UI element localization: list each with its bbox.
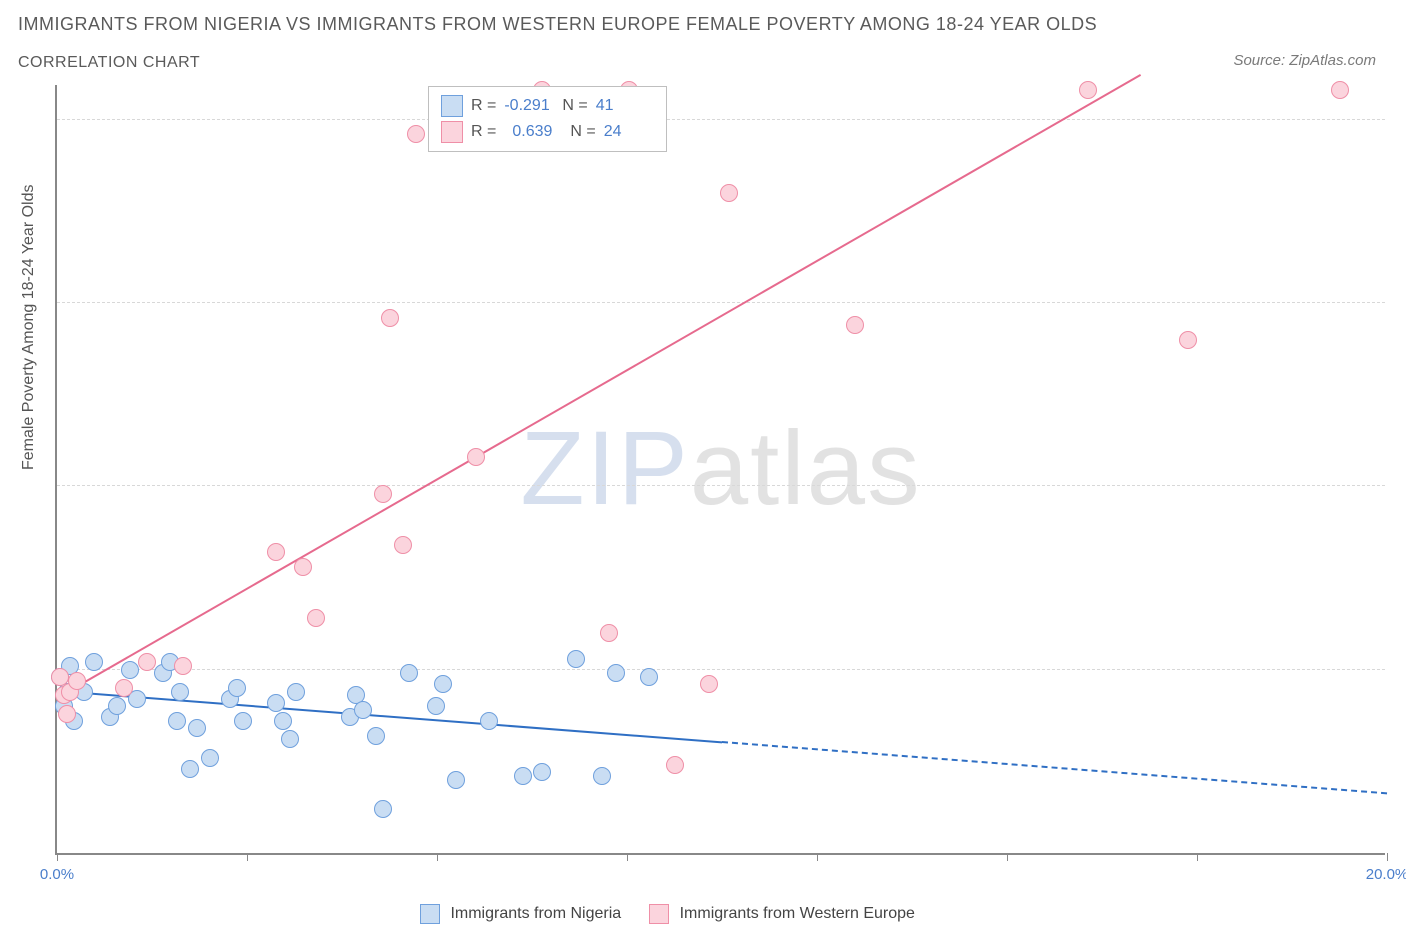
x-tick — [57, 853, 58, 861]
y-tick-label: 100.0% — [1397, 94, 1406, 111]
x-tick-label: 0.0% — [40, 866, 74, 883]
y-tick-label: 75.0% — [1397, 278, 1406, 295]
swatch-nigeria — [441, 95, 463, 117]
data-point-nigeria — [607, 664, 625, 682]
data-point-nigeria — [267, 694, 285, 712]
data-point-weurope — [600, 624, 618, 642]
data-point-weurope — [1079, 81, 1097, 99]
data-point-nigeria — [188, 719, 206, 737]
data-point-weurope — [467, 448, 485, 466]
scatter-plot: ZIPatlas 25.0%50.0%75.0%100.0%0.0%20.0% — [55, 85, 1385, 855]
x-tick — [437, 853, 438, 861]
data-point-nigeria — [400, 664, 418, 682]
y-tick-label: 50.0% — [1397, 461, 1406, 478]
data-point-nigeria — [108, 697, 126, 715]
trend-line-nigeria — [57, 690, 722, 743]
data-point-weurope — [307, 609, 325, 627]
data-point-nigeria — [171, 683, 189, 701]
data-point-weurope — [1331, 81, 1349, 99]
data-point-weurope — [846, 316, 864, 334]
data-point-weurope — [115, 679, 133, 697]
data-point-nigeria — [121, 661, 139, 679]
data-point-weurope — [68, 672, 86, 690]
data-point-weurope — [407, 125, 425, 143]
data-point-weurope — [58, 705, 76, 723]
stats-row: R = 0.639 N = 24 — [441, 119, 654, 145]
data-point-nigeria — [287, 683, 305, 701]
data-point-nigeria — [181, 760, 199, 778]
gridline — [57, 669, 1385, 670]
swatch-weurope — [441, 121, 463, 143]
data-point-nigeria — [85, 653, 103, 671]
data-point-nigeria — [480, 712, 498, 730]
data-point-nigeria — [234, 712, 252, 730]
data-point-weurope — [666, 756, 684, 774]
x-tick — [1387, 853, 1388, 861]
chart-subtitle: CORRELATION CHART — [18, 54, 200, 72]
stats-legend: R = -0.291 N = 41 R = 0.639 N = 24 — [428, 86, 667, 152]
data-point-weurope — [381, 309, 399, 327]
x-tick — [247, 853, 248, 861]
legend-item: Immigrants from Nigeria — [420, 904, 621, 924]
data-point-nigeria — [168, 712, 186, 730]
data-point-weurope — [394, 536, 412, 554]
x-tick-label: 20.0% — [1366, 866, 1406, 883]
chart-title: IMMIGRANTS FROM NIGERIA VS IMMIGRANTS FR… — [18, 14, 1097, 35]
y-axis-label: Female Poverty Among 18-24 Year Olds — [20, 185, 38, 471]
data-point-weurope — [174, 657, 192, 675]
source-attribution: Source: ZipAtlas.com — [1233, 52, 1376, 69]
watermark: ZIPatlas — [520, 409, 921, 529]
data-point-weurope — [720, 184, 738, 202]
data-point-nigeria — [567, 650, 585, 668]
data-point-weurope — [374, 485, 392, 503]
gridline — [57, 119, 1385, 120]
y-tick-label: 25.0% — [1397, 644, 1406, 661]
data-point-nigeria — [367, 727, 385, 745]
trend-line-nigeria — [722, 741, 1387, 794]
x-tick — [1197, 853, 1198, 861]
data-point-nigeria — [427, 697, 445, 715]
data-point-weurope — [294, 558, 312, 576]
stats-row: R = -0.291 N = 41 — [441, 93, 654, 119]
data-point-nigeria — [354, 701, 372, 719]
data-point-nigeria — [593, 767, 611, 785]
data-point-weurope — [138, 653, 156, 671]
data-point-nigeria — [640, 668, 658, 686]
data-point-nigeria — [533, 763, 551, 781]
swatch-nigeria — [420, 904, 440, 924]
data-point-nigeria — [281, 730, 299, 748]
gridline — [57, 302, 1385, 303]
x-tick — [1007, 853, 1008, 861]
data-point-nigeria — [447, 771, 465, 789]
data-point-nigeria — [434, 675, 452, 693]
data-point-nigeria — [514, 767, 532, 785]
data-point-nigeria — [374, 800, 392, 818]
legend-item: Immigrants from Western Europe — [649, 904, 915, 924]
swatch-weurope — [649, 904, 669, 924]
data-point-weurope — [700, 675, 718, 693]
data-point-weurope — [267, 543, 285, 561]
gridline — [57, 485, 1385, 486]
data-point-nigeria — [274, 712, 292, 730]
data-point-weurope — [1179, 331, 1197, 349]
x-tick — [817, 853, 818, 861]
x-tick — [627, 853, 628, 861]
trend-line-weurope — [57, 74, 1142, 699]
data-point-nigeria — [228, 679, 246, 697]
data-point-nigeria — [201, 749, 219, 767]
series-legend: Immigrants from Nigeria Immigrants from … — [420, 904, 915, 924]
